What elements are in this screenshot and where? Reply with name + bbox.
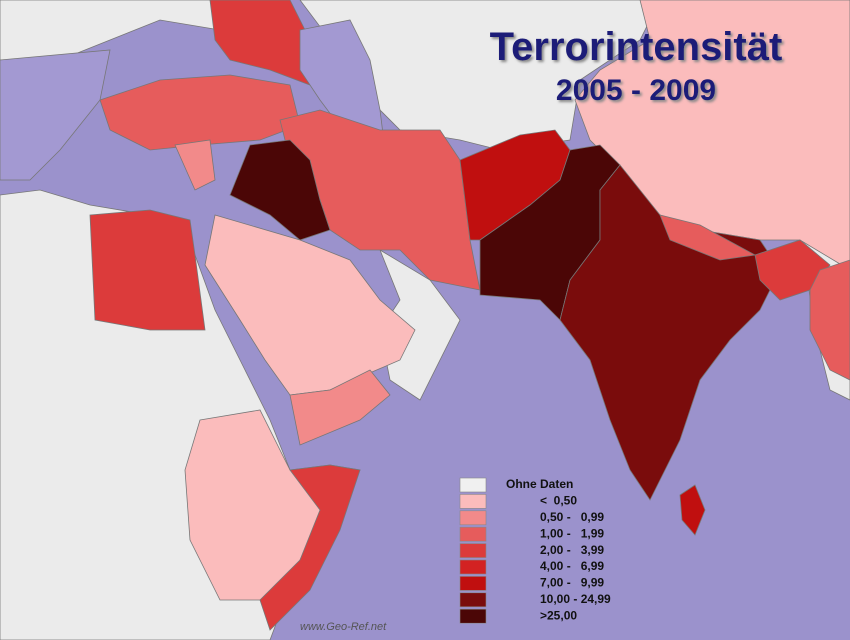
legend-swatch bbox=[459, 592, 487, 608]
legend-swatch bbox=[459, 543, 487, 558]
legend-swatch bbox=[459, 559, 487, 575]
legend-swatch bbox=[459, 494, 487, 509]
legend-swatch bbox=[459, 576, 487, 591]
legend-swatch bbox=[459, 510, 487, 526]
watermark: www.Geo-Ref.net bbox=[300, 621, 387, 633]
legend-label: < 0,50 bbox=[540, 494, 577, 508]
legend-label: 10,00 - 24,99 bbox=[540, 592, 611, 606]
legend-label: 7,00 - 9,99 bbox=[540, 576, 604, 590]
legend: Ohne Daten < 0,50 0,50 - 0,99 1,00 - 1,99 2,… bbox=[459, 477, 611, 624]
legend-label: Ohne Daten bbox=[506, 477, 573, 491]
legend-label: >25,00 bbox=[540, 608, 577, 622]
legend-label: 1,00 - 1,99 bbox=[540, 526, 604, 540]
legend-label: 2,00 - 3,99 bbox=[540, 543, 604, 557]
title: Terrorintensität bbox=[490, 25, 783, 69]
legend-label: 0,50 - 0,99 bbox=[540, 510, 604, 524]
legend-label: 4,00 - 6,99 bbox=[540, 559, 604, 573]
legend-swatch bbox=[459, 608, 487, 624]
subtitle: 2005 - 2009 bbox=[556, 74, 716, 107]
legend-swatch bbox=[459, 526, 487, 542]
legend-swatch bbox=[459, 477, 487, 493]
